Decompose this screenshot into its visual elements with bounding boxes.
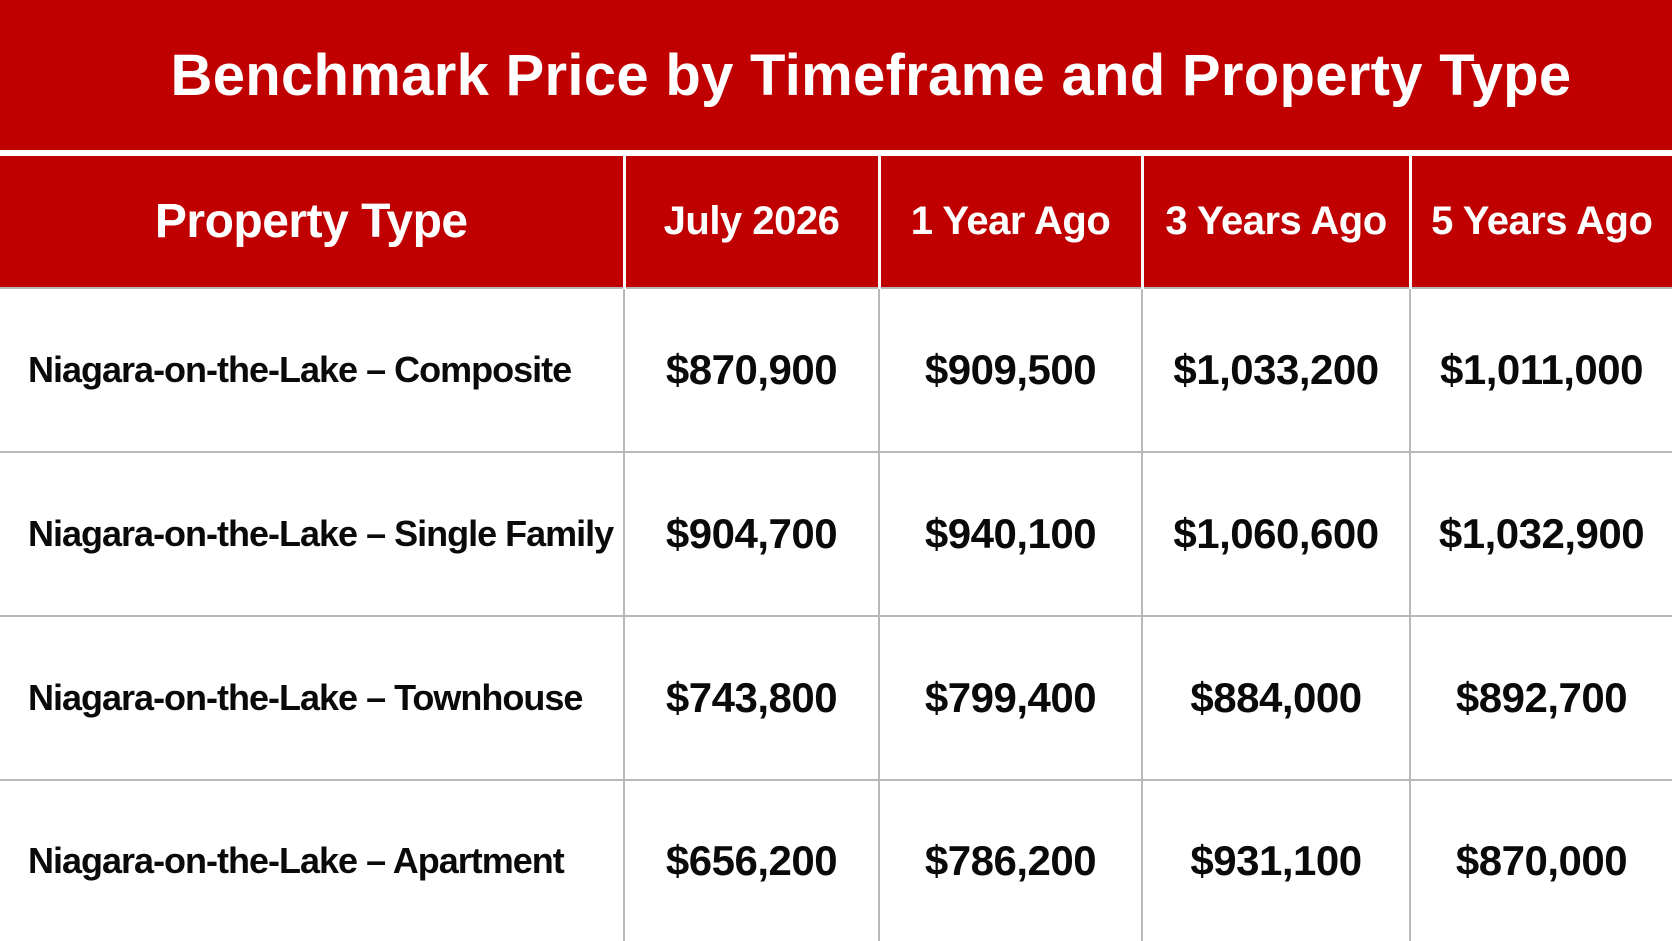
table-cell: $884,000 [1141, 615, 1411, 782]
table-cell: $904,700 [623, 451, 880, 618]
table-cell: $743,800 [623, 615, 880, 782]
row-label-apartment: Niagara-on-the-Lake – Apartment [0, 779, 625, 941]
benchmark-price-table: Property Type July 2026 1 Year Ago 3 Yea… [0, 156, 1672, 941]
column-header-property-type: Property Type [0, 156, 626, 288]
table-cell: $931,100 [1141, 779, 1411, 941]
row-label-composite: Niagara-on-the-Lake – Composite [0, 286, 625, 454]
table-cell: $892,700 [1409, 615, 1672, 782]
row-label-single-family: Niagara-on-the-Lake – Single Family [0, 451, 625, 618]
table-row: Niagara-on-the-Lake – Single Family $904… [0, 451, 1672, 618]
table-cell: $799,400 [878, 615, 1143, 782]
table-header-row: Property Type July 2026 1 Year Ago 3 Yea… [0, 156, 1672, 288]
title-bar: Benchmark Price by Timeframe and Propert… [0, 0, 1672, 150]
table-cell: $1,033,200 [1141, 286, 1411, 454]
table-cell: $940,100 [878, 451, 1143, 618]
table-row: Niagara-on-the-Lake – Composite $870,900… [0, 286, 1672, 454]
table-cell: $656,200 [623, 779, 880, 941]
column-header-3-years-ago: 3 Years Ago [1140, 156, 1412, 288]
row-label-townhouse: Niagara-on-the-Lake – Townhouse [0, 615, 625, 782]
column-header-july-2026: July 2026 [622, 156, 881, 288]
table-cell: $1,032,900 [1409, 451, 1672, 618]
table-cell: $1,060,600 [1141, 451, 1411, 618]
chart-title: Benchmark Price by Timeframe and Propert… [170, 42, 1572, 108]
table-cell: $786,200 [878, 779, 1143, 941]
table-cell: $870,000 [1409, 779, 1672, 941]
table-cell: $870,900 [623, 286, 880, 454]
table-row: Niagara-on-the-Lake – Townhouse $743,800… [0, 615, 1672, 782]
table-cell: $1,011,000 [1409, 286, 1672, 454]
table-cell: $909,500 [878, 286, 1143, 454]
column-header-1-year-ago: 1 Year Ago [877, 156, 1144, 288]
table-row: Niagara-on-the-Lake – Apartment $656,200… [0, 779, 1672, 941]
price-table-container: Property Type July 2026 1 Year Ago 3 Yea… [0, 156, 1672, 941]
column-header-5-years-ago: 5 Years Ago [1408, 156, 1672, 288]
